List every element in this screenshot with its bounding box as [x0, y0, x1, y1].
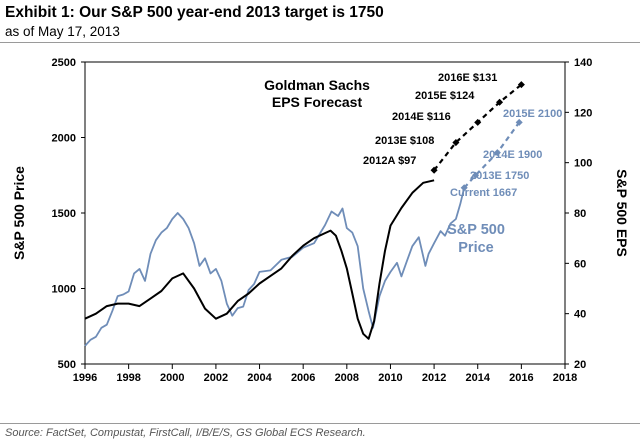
- eps-label-2013: 2013E $108: [375, 135, 434, 147]
- forecast-point: [472, 171, 480, 179]
- y-right-tick-label: 40: [574, 309, 586, 321]
- price-label-current: Current 1667: [450, 187, 517, 199]
- forecast-point: [517, 81, 525, 89]
- source-rule: [0, 423, 640, 424]
- forecast-point: [430, 166, 438, 174]
- x-tick-label: 2010: [378, 372, 402, 384]
- eps-label-2016: 2016E $131: [438, 72, 497, 84]
- x-tick-label: 2008: [335, 372, 359, 384]
- price-label-2015: 2015E 2100: [503, 108, 562, 120]
- x-tick-label: 2006: [291, 372, 315, 384]
- source-note: Source: FactSet, Compustat, FirstCall, I…: [5, 427, 366, 439]
- series-line-price-target: [463, 121, 521, 189]
- y-right-tick-label: 20: [574, 359, 586, 371]
- x-tick-label: 2012: [422, 372, 446, 384]
- forecast-point: [474, 118, 482, 126]
- x-tick-label: 2002: [204, 372, 228, 384]
- x-tick-label: 2018: [553, 372, 577, 384]
- y-left-tick-label: 500: [58, 359, 76, 371]
- axis-ticks: 1996 1998 2000 2002 2004 2006 2008 2010 2012 2014…: [52, 57, 593, 384]
- forecast-point: [496, 98, 504, 106]
- forecast-title-line2: EPS Forecast: [272, 94, 363, 110]
- y-right-tick-label: 80: [574, 208, 586, 220]
- y-right-tick-label: 140: [574, 57, 592, 69]
- x-tick-label: 1996: [73, 372, 97, 384]
- eps-label-2012: 2012A $97: [363, 155, 416, 167]
- exhibit-title: Exhibit 1: Our S&P 500 year-end 2013 tar…: [5, 4, 384, 21]
- x-tick-label: 2000: [160, 372, 184, 384]
- price-label-2014: 2014E 1900: [483, 149, 542, 161]
- price-label-2013: 2013E 1750: [470, 170, 529, 182]
- series-line-s-p-500-eps: [84, 179, 435, 340]
- x-tick-label: 1998: [116, 372, 140, 384]
- x-tick-label: 2014: [465, 372, 490, 384]
- x-tick-label: 2004: [247, 372, 272, 384]
- series-lines: [84, 83, 523, 347]
- y-left-tick-label: 1000: [52, 284, 76, 296]
- x-tick-label: 2016: [509, 372, 533, 384]
- y-right-tick-label: 120: [574, 107, 592, 119]
- forecast-point: [452, 138, 460, 147]
- forecast-point: [460, 184, 468, 192]
- y-axis-left-label: S&P 500 Price: [11, 166, 27, 260]
- y-left-tick-label: 2500: [52, 57, 76, 69]
- eps-label-2015: 2015E $124: [415, 90, 475, 102]
- y-left-tick-label: 1500: [52, 208, 76, 220]
- series-line-s-p-500-price: [84, 187, 466, 347]
- y-right-tick-label: 100: [574, 158, 592, 170]
- price-series-label-line2: Price: [458, 240, 493, 256]
- forecast-point: [515, 118, 523, 126]
- forecast-point: [493, 149, 501, 157]
- y-axis-right-label: S&P 500 EPS: [614, 169, 630, 257]
- forecast-points: [430, 81, 525, 192]
- exhibit-subtitle: as of May 17, 2013: [5, 24, 120, 39]
- forecast-title-line1: Goldman Sachs: [264, 77, 370, 93]
- eps-label-2014: 2014E $116: [392, 111, 451, 123]
- y-right-tick-label: 60: [574, 258, 586, 270]
- price-series-label-line1: S&P 500: [447, 222, 505, 238]
- title-rule: [0, 42, 640, 43]
- y-left-tick-label: 2000: [52, 133, 76, 145]
